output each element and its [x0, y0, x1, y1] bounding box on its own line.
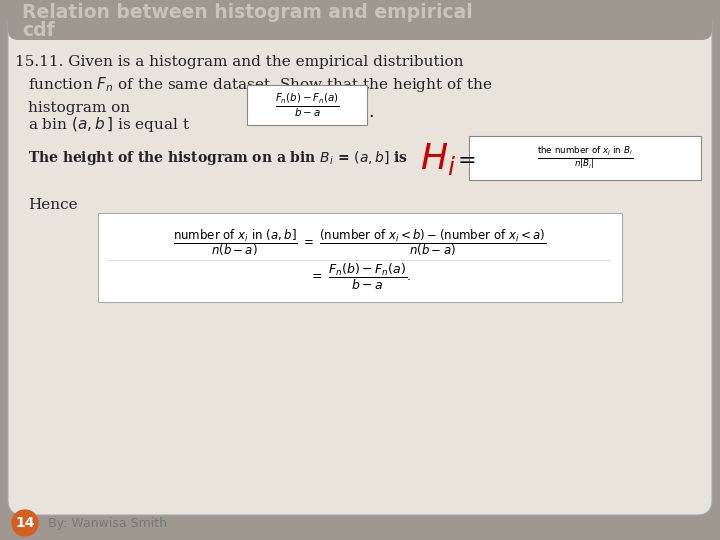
Circle shape [12, 510, 38, 536]
Text: $H_i$: $H_i$ [420, 141, 456, 177]
Text: $\frac{F_n(b) - F_n(a)}{b - a}$: $\frac{F_n(b) - F_n(a)}{b - a}$ [274, 91, 339, 119]
FancyBboxPatch shape [8, 10, 712, 515]
Text: The height of the histogram on a bin $B_i$ = $(a, b]$ is: The height of the histogram on a bin $B_… [28, 149, 408, 167]
Text: Relation between histogram and empirical: Relation between histogram and empirical [22, 3, 473, 23]
Text: $=$: $=$ [453, 149, 476, 169]
Text: By: Wanwisa Smith: By: Wanwisa Smith [48, 516, 167, 530]
Text: Hence: Hence [28, 198, 78, 212]
Text: $\frac{\mathrm{the\ number\ of\ }x_j\mathrm{\ in\ }B_i}{n|B_i|}$: $\frac{\mathrm{the\ number\ of\ }x_j\mat… [537, 145, 633, 171]
Text: $=\ \dfrac{F_n(b) - F_n(a)}{b - a}.$: $=\ \dfrac{F_n(b) - F_n(a)}{b - a}.$ [309, 262, 411, 292]
FancyBboxPatch shape [98, 213, 622, 302]
FancyBboxPatch shape [247, 85, 367, 125]
Text: histogram on: histogram on [28, 101, 130, 115]
Text: 14: 14 [15, 516, 35, 530]
Text: $\dfrac{\mathrm{number\ of\ }x_i\mathrm{\ in\ }(a,b]}{n(b-a)}\ =\ \dfrac{(\mathr: $\dfrac{\mathrm{number\ of\ }x_i\mathrm{… [174, 227, 546, 259]
Text: 15.11. Given is a histogram and the empirical distribution: 15.11. Given is a histogram and the empi… [15, 55, 464, 69]
Text: .: . [368, 103, 374, 121]
Text: cdf: cdf [22, 21, 55, 39]
FancyBboxPatch shape [469, 136, 701, 180]
Text: function $F_n$ of the same dataset. Show that the height of the: function $F_n$ of the same dataset. Show… [28, 75, 492, 93]
Text: a bin $(a, b\,]$ is equal t: a bin $(a, b\,]$ is equal t [28, 116, 190, 134]
FancyBboxPatch shape [8, 0, 712, 40]
